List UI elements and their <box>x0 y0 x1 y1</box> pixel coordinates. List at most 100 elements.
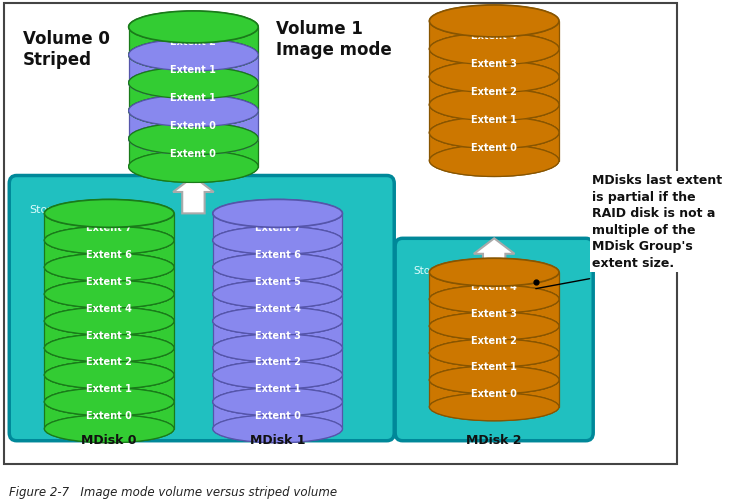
Ellipse shape <box>430 117 559 149</box>
Text: Extent 3: Extent 3 <box>86 330 132 340</box>
Ellipse shape <box>129 68 258 100</box>
Polygon shape <box>430 353 559 380</box>
Polygon shape <box>44 375 174 402</box>
Polygon shape <box>430 22 559 50</box>
Text: Extent 3: Extent 3 <box>471 59 517 69</box>
Text: Extent 2: Extent 2 <box>170 37 217 47</box>
Text: Extent 2: Extent 2 <box>86 357 132 367</box>
Ellipse shape <box>430 339 559 367</box>
Ellipse shape <box>213 254 343 282</box>
Ellipse shape <box>430 313 559 340</box>
Ellipse shape <box>44 334 174 362</box>
Ellipse shape <box>430 90 559 121</box>
Ellipse shape <box>129 68 258 100</box>
Ellipse shape <box>213 254 343 282</box>
Ellipse shape <box>430 145 559 177</box>
Ellipse shape <box>430 34 559 66</box>
Text: Extent 5: Extent 5 <box>86 276 132 286</box>
Ellipse shape <box>44 361 174 389</box>
Ellipse shape <box>213 361 343 389</box>
Ellipse shape <box>129 96 258 127</box>
Ellipse shape <box>213 227 343 255</box>
Ellipse shape <box>129 123 258 155</box>
Ellipse shape <box>44 281 174 309</box>
Text: Figure 2-7   Image mode volume versus striped volume: Figure 2-7 Image mode volume versus stri… <box>10 484 338 497</box>
Ellipse shape <box>430 6 559 38</box>
Ellipse shape <box>44 334 174 362</box>
Text: MDisk 1: MDisk 1 <box>250 433 305 446</box>
Polygon shape <box>213 268 343 295</box>
Text: Extent 6: Extent 6 <box>255 249 301 259</box>
Polygon shape <box>213 348 343 375</box>
Ellipse shape <box>213 200 343 228</box>
Ellipse shape <box>430 313 559 340</box>
Ellipse shape <box>430 286 559 314</box>
Polygon shape <box>213 322 343 348</box>
Ellipse shape <box>44 415 174 443</box>
Ellipse shape <box>44 200 174 228</box>
Text: Extent 0: Extent 0 <box>170 120 217 130</box>
Ellipse shape <box>44 308 174 335</box>
Text: Extent 2: Extent 2 <box>255 357 301 367</box>
Polygon shape <box>213 375 343 402</box>
Polygon shape <box>44 214 174 241</box>
Ellipse shape <box>129 12 258 44</box>
Polygon shape <box>44 322 174 348</box>
Ellipse shape <box>213 308 343 335</box>
Ellipse shape <box>430 62 559 94</box>
Ellipse shape <box>44 254 174 282</box>
Text: Extent 1: Extent 1 <box>170 93 217 103</box>
Ellipse shape <box>213 388 343 416</box>
Ellipse shape <box>129 40 258 72</box>
Polygon shape <box>430 106 559 133</box>
Ellipse shape <box>430 286 559 314</box>
Polygon shape <box>129 56 258 84</box>
Ellipse shape <box>213 334 343 362</box>
Ellipse shape <box>44 388 174 416</box>
Polygon shape <box>129 111 258 139</box>
Text: Extent 1: Extent 1 <box>471 114 517 124</box>
Ellipse shape <box>213 415 343 443</box>
Polygon shape <box>173 177 214 214</box>
FancyBboxPatch shape <box>4 4 677 464</box>
Polygon shape <box>129 139 258 167</box>
Ellipse shape <box>213 281 343 309</box>
Ellipse shape <box>430 90 559 121</box>
Text: Extent 0: Extent 0 <box>471 389 517 399</box>
Ellipse shape <box>213 415 343 443</box>
Ellipse shape <box>213 361 343 389</box>
Text: Extent 1: Extent 1 <box>255 384 301 394</box>
Ellipse shape <box>129 123 258 155</box>
Ellipse shape <box>430 286 559 314</box>
Ellipse shape <box>430 6 559 38</box>
Ellipse shape <box>430 34 559 66</box>
Ellipse shape <box>44 254 174 282</box>
Text: Extent 4: Extent 4 <box>471 281 517 291</box>
Polygon shape <box>213 402 343 429</box>
Ellipse shape <box>44 254 174 282</box>
Ellipse shape <box>430 259 559 287</box>
Text: Storage_Pool_IMG_XXX: Storage_Pool_IMG_XXX <box>413 265 534 276</box>
Polygon shape <box>44 241 174 268</box>
Ellipse shape <box>430 62 559 94</box>
Polygon shape <box>213 214 343 241</box>
Ellipse shape <box>430 145 559 177</box>
Ellipse shape <box>44 415 174 443</box>
Ellipse shape <box>44 308 174 335</box>
Text: MDisk 0: MDisk 0 <box>82 433 137 446</box>
Text: Volume 1
Image mode: Volume 1 Image mode <box>276 20 391 59</box>
Ellipse shape <box>129 151 258 183</box>
Ellipse shape <box>129 123 258 155</box>
Polygon shape <box>44 348 174 375</box>
Text: Extent 6: Extent 6 <box>86 249 132 259</box>
Ellipse shape <box>430 366 559 394</box>
Ellipse shape <box>129 96 258 127</box>
Ellipse shape <box>430 117 559 149</box>
Text: Extent 4: Extent 4 <box>471 31 517 41</box>
Ellipse shape <box>44 388 174 416</box>
Polygon shape <box>213 241 343 268</box>
Text: Extent 7: Extent 7 <box>255 222 301 232</box>
Ellipse shape <box>213 281 343 309</box>
Ellipse shape <box>44 361 174 389</box>
Ellipse shape <box>430 259 559 287</box>
